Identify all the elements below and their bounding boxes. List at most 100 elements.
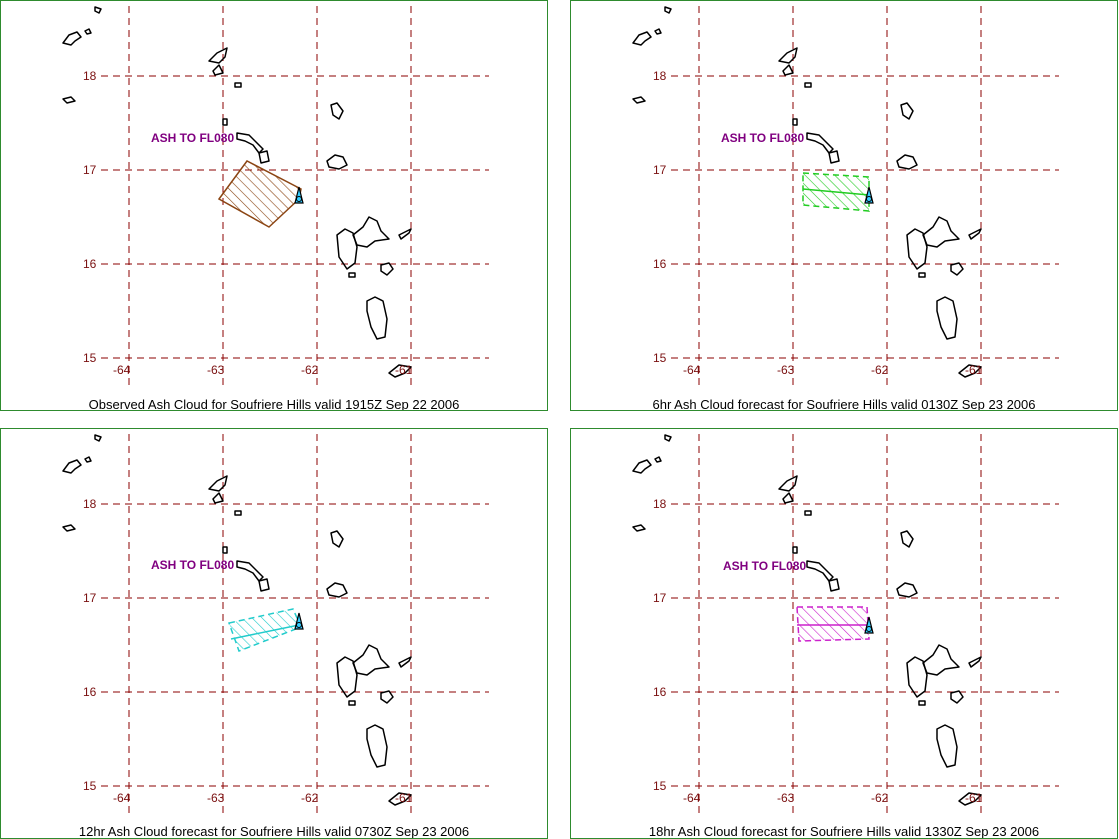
island-coastline <box>950 262 964 276</box>
island-coastline <box>936 724 958 768</box>
island-coastline <box>782 492 794 504</box>
ash-cloud-axis <box>802 188 870 196</box>
panel-caption: 18hr Ash Cloud forecast for Soufriere Hi… <box>648 824 1040 839</box>
latitude-tick-label: 17 <box>83 163 97 177</box>
island-coastline <box>388 792 412 806</box>
coastlines <box>62 434 412 806</box>
island-coastline <box>828 150 840 164</box>
ash-altitude-label: ASH TO FL080 <box>721 131 805 145</box>
latitude-tick-label: 18 <box>83 497 97 511</box>
island-coastline <box>804 82 812 88</box>
longitude-tick-label: -61 <box>965 791 983 805</box>
island-coastline <box>896 582 918 598</box>
grid-lines <box>101 6 489 386</box>
longitude-tick-label: -62 <box>871 791 889 805</box>
longitude-tick-label: -64 <box>683 363 701 377</box>
island-coastline <box>900 530 914 548</box>
longitude-tick-label: -63 <box>777 791 795 805</box>
map-panel-18hr: 18 17 16 15 -64 -63 -62 -61 ASH TO FL080 18hr A… <box>570 428 1118 839</box>
volcano-marker-icon <box>864 186 874 204</box>
island-coastline <box>654 28 662 35</box>
island-coastline <box>84 28 92 35</box>
coastlines <box>632 434 982 806</box>
longitude-tick-label: -63 <box>207 791 225 805</box>
volcano-marker-icon <box>294 612 304 630</box>
island-coastline <box>828 578 840 592</box>
island-coastline <box>632 31 652 46</box>
island-coastline <box>936 296 958 340</box>
volcano-marker-icon <box>864 616 874 634</box>
map-canvas: 18 17 16 15 -64 -63 -62 -61 <box>62 6 489 386</box>
island-coastline <box>84 456 92 463</box>
island-coastline <box>326 154 348 170</box>
island-coastline <box>968 656 982 668</box>
coastlines <box>62 6 412 378</box>
island-coastline <box>62 524 76 532</box>
island-coastline <box>958 364 982 378</box>
island-coastline <box>906 656 928 698</box>
grid-tick-labels: 18 17 16 15 -64 -63 -62 -61 <box>83 497 413 805</box>
island-coastline <box>62 459 82 474</box>
island-coastline <box>804 510 812 516</box>
island-coastline <box>366 296 388 340</box>
island-coastline <box>352 644 390 676</box>
island-coastline <box>632 524 646 532</box>
island-coastline <box>632 96 646 104</box>
latitude-tick-label: 18 <box>83 69 97 83</box>
ash-cloud-outline <box>796 606 870 642</box>
ash-cloud-outline <box>217 160 302 228</box>
island-coastline <box>922 644 960 676</box>
latitude-tick-label: 17 <box>653 163 667 177</box>
longitude-tick-label: -64 <box>113 791 131 805</box>
ash-cloud-polygon <box>217 160 304 228</box>
island-coastline <box>664 434 672 442</box>
island-coastline <box>336 228 358 270</box>
island-coastline <box>222 118 228 126</box>
latitude-tick-label: 16 <box>653 257 667 271</box>
island-coastline <box>398 228 412 240</box>
volcano-marker-icon <box>294 186 304 204</box>
island-coastline <box>330 102 344 120</box>
island-coastline <box>380 262 394 276</box>
island-coastline <box>352 216 390 248</box>
island-coastline <box>918 272 926 278</box>
latitude-tick-label: 16 <box>83 685 97 699</box>
latitude-tick-label: 16 <box>83 257 97 271</box>
grid-tick-labels: 18 17 16 15 -64 -63 -62 -61 <box>653 69 983 377</box>
latitude-tick-label: 17 <box>83 591 97 605</box>
grid-lines <box>671 6 1059 386</box>
island-coastline <box>806 132 834 154</box>
island-coastline <box>918 700 926 706</box>
map-panel-6hr: 18 17 16 15 -64 -63 -62 -61 ASH TO FL080 6hr As… <box>570 0 1118 411</box>
island-coastline <box>258 150 270 164</box>
island-coastline <box>778 47 798 64</box>
ash-cloud-polygon <box>796 606 874 642</box>
island-coastline <box>208 475 228 492</box>
ash-altitude-label: ASH TO FL080 <box>151 558 235 572</box>
ash-cloud-polygon <box>802 172 874 212</box>
map-canvas: 18 17 16 15 -64 -63 -62 -61 <box>62 434 489 814</box>
island-coastline <box>326 582 348 598</box>
latitude-tick-label: 15 <box>653 351 667 365</box>
longitude-tick-label: -62 <box>871 363 889 377</box>
island-coastline <box>782 64 794 76</box>
grid-tick-labels: 18 17 16 15 -64 -63 -62 -61 <box>653 497 983 805</box>
ash-cloud-axis <box>230 624 300 640</box>
island-coastline <box>806 560 834 582</box>
ash-cloud-outline <box>228 608 303 652</box>
latitude-tick-label: 18 <box>653 69 667 83</box>
map-canvas: 18 17 16 15 -64 -63 -62 -61 <box>632 434 1059 814</box>
island-coastline <box>234 82 242 88</box>
island-coastline <box>792 118 798 126</box>
island-coastline <box>330 530 344 548</box>
ash-altitude-label: ASH TO FL080 <box>151 131 235 145</box>
island-coastline <box>922 216 960 248</box>
longitude-tick-label: -61 <box>965 363 983 377</box>
latitude-tick-label: 15 <box>653 779 667 793</box>
island-coastline <box>654 456 662 463</box>
island-coastline <box>778 475 798 492</box>
island-coastline <box>792 546 798 554</box>
panel-caption: 6hr Ash Cloud forecast for Soufriere Hil… <box>652 397 1036 411</box>
latitude-tick-label: 15 <box>83 351 97 365</box>
latitude-tick-label: 16 <box>653 685 667 699</box>
